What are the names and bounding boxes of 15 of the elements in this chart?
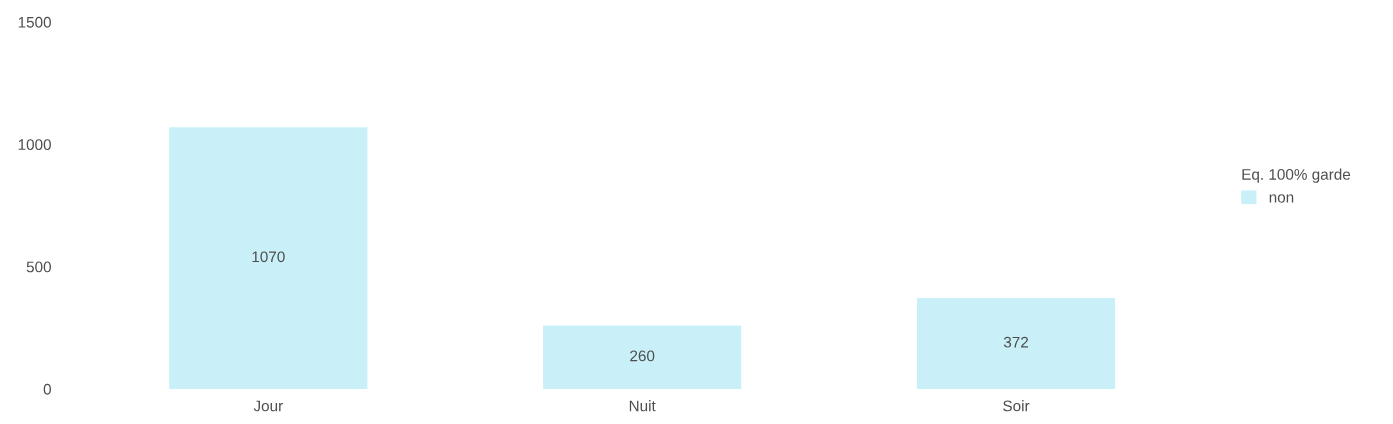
bar	[543, 325, 742, 389]
x-tick-label: Jour	[253, 400, 283, 412]
legend-label: non	[1269, 194, 1294, 203]
bar	[916, 297, 1116, 389]
data-label: 260	[630, 350, 655, 362]
x-tick-label: Nuit	[629, 400, 656, 412]
y-tick-label: 1500	[18, 16, 51, 28]
x-tick-label: Soir	[1003, 400, 1030, 412]
y-tick-label: 500	[26, 261, 51, 273]
bar	[169, 127, 368, 389]
data-label: 372	[1003, 336, 1029, 348]
data-label: 1070	[252, 251, 285, 263]
y-tick-label: 0	[43, 383, 51, 395]
legend-title: Eq. 100% garde	[1242, 168, 1351, 183]
y-tick-label: 1000	[18, 139, 51, 151]
